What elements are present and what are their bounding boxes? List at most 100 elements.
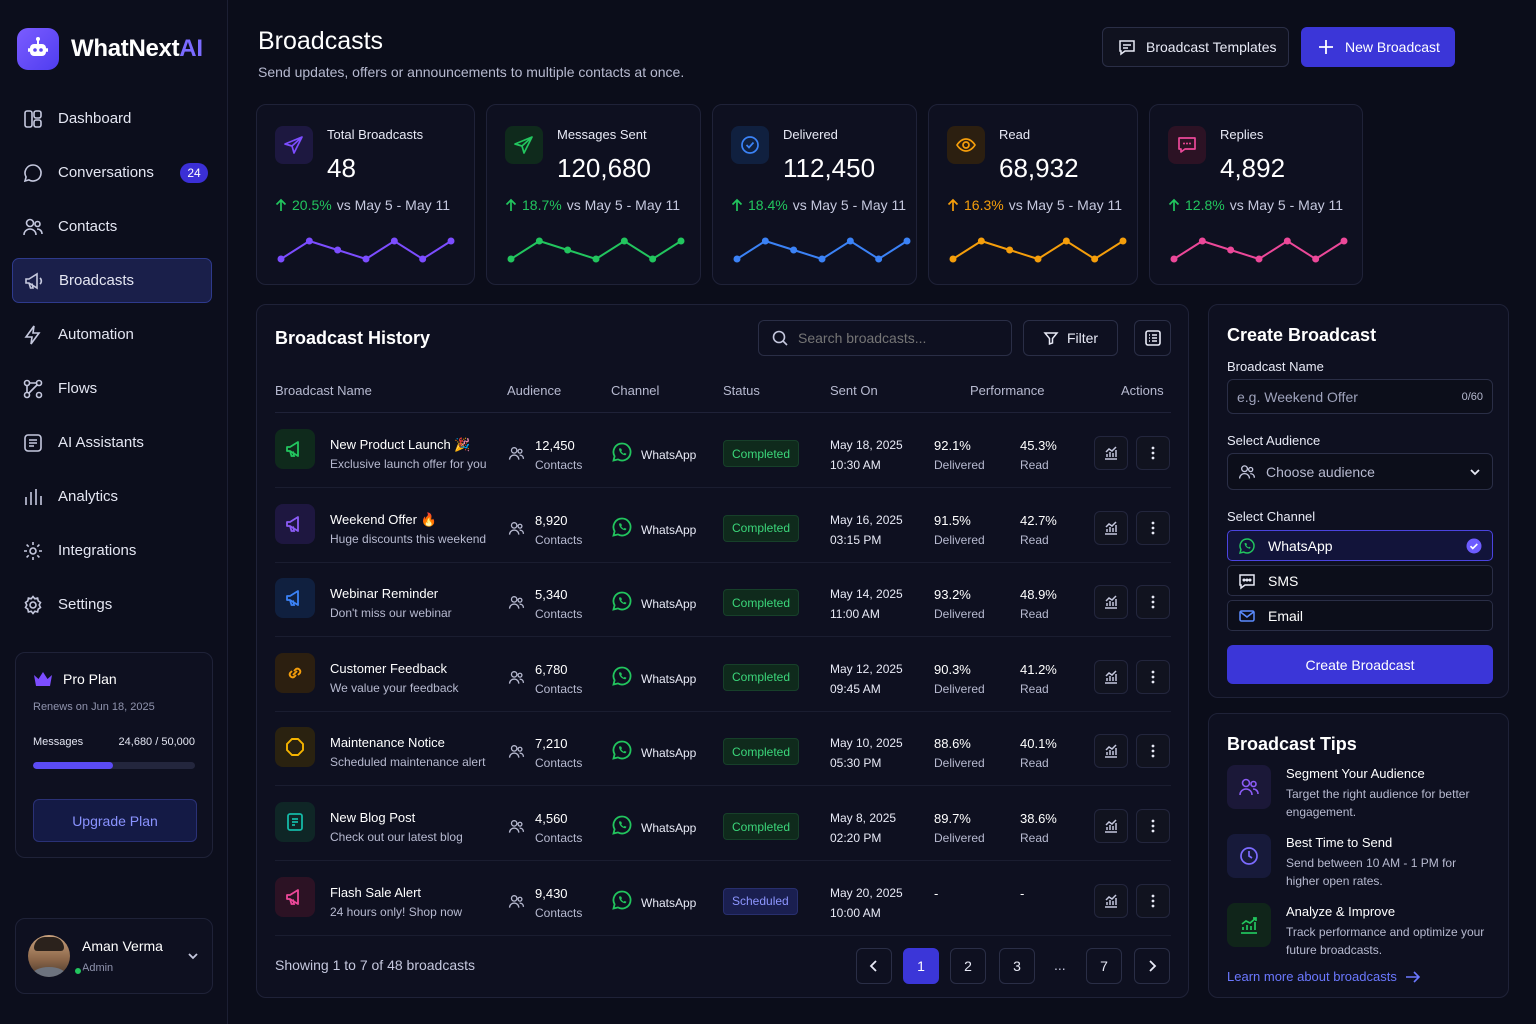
sent-date: May 8, 2025 bbox=[830, 811, 897, 825]
sent-time: 09:45 AM bbox=[830, 681, 881, 696]
sparkline-point bbox=[1062, 237, 1070, 245]
pagination-page-2[interactable]: 2 bbox=[950, 948, 986, 984]
user-menu[interactable]: Aman Verma Admin bbox=[15, 918, 213, 994]
table-row[interactable]: Customer Feedback We value your feedback… bbox=[275, 638, 1171, 712]
pagination-page-3[interactable]: 3 bbox=[999, 948, 1035, 984]
sidebar-item-broadcasts[interactable]: Broadcasts bbox=[12, 258, 212, 303]
status-badge: Completed bbox=[723, 440, 800, 467]
more-options-button[interactable] bbox=[1136, 659, 1170, 694]
more-options-button[interactable] bbox=[1136, 809, 1170, 843]
analytics-button[interactable] bbox=[1094, 734, 1128, 769]
delivered-rate: 88.6% bbox=[934, 736, 971, 752]
stat-card-replies: Replies 4,892 12.8% vs May 5 - May 11 bbox=[1149, 104, 1363, 285]
sent-time: 11:00 AM bbox=[830, 607, 880, 622]
learn-more-link[interactable]: Learn more about broadcasts bbox=[1227, 969, 1421, 984]
delivered-rate: 91.5% bbox=[934, 512, 971, 528]
broadcast-name-field[interactable]: 0/60 bbox=[1227, 379, 1493, 414]
more-vertical-icon bbox=[1151, 446, 1155, 460]
sidebar-item-conversations[interactable]: Conversations 24 bbox=[12, 150, 212, 195]
sparkline-point bbox=[1312, 255, 1320, 263]
broadcast-templates-button[interactable]: Broadcast Templates bbox=[1102, 27, 1289, 67]
more-vertical-icon bbox=[1151, 744, 1155, 758]
sidebar-item-ai-assistants[interactable]: AI Assistants bbox=[12, 420, 212, 465]
sidebar-item-settings[interactable]: Settings bbox=[12, 582, 212, 627]
pagination-prev-button[interactable] bbox=[856, 948, 892, 984]
new-broadcast-label: New Broadcast bbox=[1345, 39, 1440, 55]
sent-time: 05:30 PM bbox=[830, 756, 882, 771]
more-options-button[interactable] bbox=[1136, 510, 1170, 545]
audience-label: Contacts bbox=[535, 458, 583, 472]
sidebar-item-contacts[interactable]: Contacts bbox=[12, 204, 212, 249]
table-row[interactable]: Maintenance Notice Scheduled maintenance… bbox=[275, 712, 1171, 787]
list-view-button[interactable] bbox=[1134, 320, 1171, 356]
analytics-button[interactable] bbox=[1094, 585, 1128, 620]
arrow-up-icon bbox=[731, 198, 743, 211]
analytics-button[interactable] bbox=[1094, 659, 1128, 694]
users-icon bbox=[508, 521, 525, 535]
status-badge: Scheduled bbox=[723, 887, 798, 915]
sidebar-item-analytics[interactable]: Analytics bbox=[12, 474, 212, 519]
broadcast-name: Weekend Offer 🔥 bbox=[330, 511, 437, 527]
channel-name: WhatsApp bbox=[641, 895, 697, 910]
analytics-button[interactable] bbox=[1094, 883, 1128, 918]
upgrade-plan-button[interactable]: Upgrade Plan bbox=[33, 799, 197, 842]
new-broadcast-button[interactable]: New Broadcast bbox=[1301, 27, 1455, 67]
search-input[interactable] bbox=[758, 320, 1012, 356]
broadcast-description: 24 hours only! Shop now bbox=[330, 904, 463, 919]
growth-chart-icon bbox=[1227, 903, 1271, 947]
table-row[interactable]: New Product Launch 🎉 Exclusive launch of… bbox=[275, 414, 1171, 488]
analytics-button[interactable] bbox=[1094, 809, 1128, 843]
megaphone-icon bbox=[275, 429, 315, 469]
pagination-page-7[interactable]: 7 bbox=[1086, 948, 1122, 984]
users-icon bbox=[23, 218, 43, 235]
stat-label: Total Broadcasts bbox=[327, 127, 424, 142]
pagination-page-1[interactable]: 1 bbox=[903, 948, 939, 984]
filter-button[interactable]: Filter bbox=[1023, 320, 1118, 356]
sparkline-point bbox=[846, 237, 854, 245]
more-options-button[interactable] bbox=[1136, 585, 1170, 620]
sidebar: WhatNextAI Dashboard Conversations 24 Co… bbox=[0, 0, 228, 1024]
sent-time: 03:15 PM bbox=[830, 532, 882, 547]
channel-option-whatsapp[interactable]: WhatsApp bbox=[1227, 530, 1493, 561]
more-options-button[interactable] bbox=[1136, 734, 1170, 769]
filter-label: Filter bbox=[1066, 330, 1099, 346]
search-field[interactable] bbox=[798, 330, 998, 346]
list-view-icon bbox=[1144, 330, 1161, 346]
brand[interactable]: WhatNextAI bbox=[17, 28, 203, 70]
sms-icon bbox=[1239, 573, 1255, 589]
sidebar-item-label: AI Assistants bbox=[58, 434, 144, 451]
table-row[interactable]: New Blog Post Check out our latest blog … bbox=[275, 787, 1171, 861]
broadcast-name-input[interactable] bbox=[1237, 388, 1462, 405]
sidebar-item-dashboard[interactable]: Dashboard bbox=[12, 96, 212, 141]
table-row[interactable]: Weekend Offer 🔥 Huge discounts this week… bbox=[275, 489, 1171, 563]
more-vertical-icon bbox=[1151, 894, 1155, 907]
sparkline-point bbox=[305, 237, 313, 245]
sidebar-item-flows[interactable]: Flows bbox=[12, 366, 212, 411]
megaphone-icon bbox=[275, 503, 315, 544]
table-row[interactable]: Flash Sale Alert 24 hours only! Shop now… bbox=[275, 862, 1171, 936]
audience-select[interactable]: Choose audience bbox=[1227, 453, 1493, 490]
more-options-button[interactable] bbox=[1136, 883, 1170, 918]
broadcast-name: Customer Feedback bbox=[330, 660, 448, 676]
channel-option-sms[interactable]: SMS bbox=[1227, 565, 1493, 596]
more-options-button[interactable] bbox=[1136, 436, 1170, 470]
sidebar-item-automation[interactable]: Automation bbox=[12, 312, 212, 357]
create-broadcast-button[interactable]: Create Broadcast bbox=[1227, 645, 1493, 684]
plan-usage-bar bbox=[33, 762, 195, 769]
table-row[interactable]: Webinar Reminder Don't miss our webinar … bbox=[275, 563, 1171, 638]
online-status-dot bbox=[73, 966, 83, 976]
plan-usage-row: Messages 24,680 / 50,000 bbox=[33, 736, 195, 748]
users-icon bbox=[1227, 765, 1271, 809]
more-vertical-icon bbox=[1151, 819, 1155, 833]
chevron-down-icon[interactable] bbox=[186, 949, 200, 963]
analytics-button[interactable] bbox=[1094, 436, 1128, 470]
analytics-button[interactable] bbox=[1094, 510, 1128, 545]
pagination-summary: Showing 1 to 7 of 48 broadcasts bbox=[275, 957, 476, 973]
pagination-next-button[interactable] bbox=[1134, 948, 1170, 984]
sparkline-point bbox=[1227, 246, 1235, 254]
sparkline-point bbox=[949, 255, 957, 263]
channel-option-email[interactable]: Email bbox=[1227, 600, 1493, 631]
sent-date: May 16, 2025 bbox=[830, 512, 903, 527]
sidebar-item-integrations[interactable]: Integrations bbox=[12, 528, 212, 573]
analytics-icon bbox=[1105, 595, 1117, 609]
